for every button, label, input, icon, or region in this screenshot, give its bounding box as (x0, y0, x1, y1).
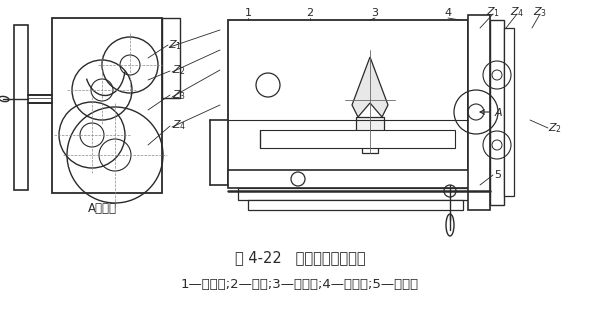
Bar (228, 20, 468, 185)
Text: $Z_4$: $Z_4$ (510, 5, 524, 19)
Bar (468, 15, 490, 210)
Bar (14, 25, 28, 190)
Text: $Z_2$: $Z_2$ (548, 121, 562, 135)
Polygon shape (352, 57, 388, 117)
Text: A向旋转: A向旋转 (88, 202, 116, 214)
Text: 3: 3 (371, 8, 379, 18)
Text: $Z_3$: $Z_3$ (172, 88, 186, 102)
Bar (248, 200, 463, 210)
Bar (504, 28, 514, 196)
Text: 4: 4 (445, 8, 452, 18)
Bar (362, 139, 378, 153)
Bar (356, 117, 384, 139)
Ellipse shape (0, 96, 9, 102)
Text: 图 4-22   铣齿条移距挂轮架: 图 4-22 铣齿条移距挂轮架 (235, 250, 365, 266)
Bar (228, 170, 483, 188)
Text: $Z_1$: $Z_1$ (486, 5, 500, 19)
Text: $Z_1$: $Z_1$ (168, 38, 182, 52)
Bar (260, 130, 455, 148)
Text: 1: 1 (245, 8, 251, 18)
Text: 5: 5 (494, 170, 501, 180)
Text: $A$: $A$ (494, 106, 503, 118)
Text: $Z_2$: $Z_2$ (172, 63, 186, 77)
Bar (490, 20, 504, 205)
Text: $Z_4$: $Z_4$ (172, 118, 187, 132)
Bar (238, 188, 473, 200)
Bar (52, 18, 162, 193)
Text: 2: 2 (307, 8, 314, 18)
Bar (162, 18, 180, 98)
Ellipse shape (446, 214, 454, 236)
Text: 1—定位把;2—支架;3—伞齿轮;4—挂轮架;5—手轮。: 1—定位把;2—支架;3—伞齿轮;4—挂轮架;5—手轮。 (181, 279, 419, 291)
Text: $Z_3$: $Z_3$ (533, 5, 547, 19)
